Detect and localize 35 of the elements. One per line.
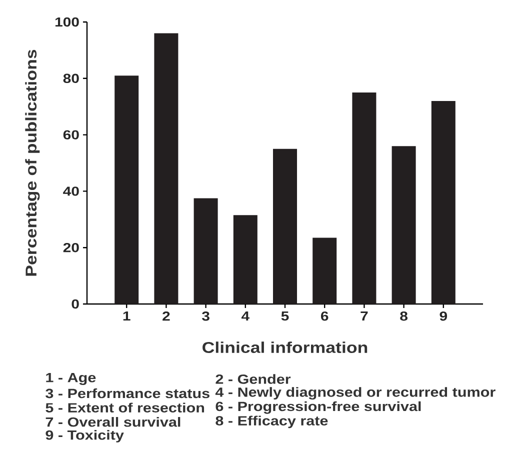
x-tick-label: 6 [320, 312, 328, 321]
bar [233, 215, 258, 304]
x-tick-label: 4 [241, 312, 250, 320]
text: 4 - Newly diagnosed or recurred tumor [215, 387, 496, 400]
x-tick-label: 7 [360, 312, 368, 320]
text: 6 - Progression-free survival [216, 401, 421, 414]
bar [312, 238, 337, 304]
x-tick-label: 1 [123, 312, 130, 320]
bar [194, 198, 218, 304]
x-axis-title: Clinical information [202, 342, 368, 353]
x-tick-label: 2 [162, 312, 170, 321]
text: 5 - Extent of resection [46, 402, 204, 412]
y-tick-label: 0 [72, 299, 79, 309]
bar [352, 92, 376, 304]
text: 3 - Performance status [46, 388, 210, 398]
bar [431, 100, 456, 304]
text: 2 - Gender [216, 374, 291, 384]
x-tick-label: 5 [281, 312, 289, 321]
text: 1 - Age [46, 373, 96, 385]
text: 8 - Efficacy rate [216, 416, 328, 428]
x-tick-label: 8 [400, 312, 408, 321]
bar [273, 148, 298, 304]
text: 7 - Overall survival [46, 417, 180, 427]
y-tick-label: 40 [63, 186, 79, 196]
text: 9 - Toxicity [46, 430, 124, 442]
y-tick-label: 60 [63, 130, 79, 140]
bar [392, 146, 416, 304]
y-tick-label: 80 [63, 74, 79, 84]
y-tick-label: 20 [63, 243, 79, 252]
y-tick-label: 100 [55, 17, 79, 27]
x-tick-label: 9 [440, 312, 448, 321]
bar [154, 33, 178, 304]
x-tick-label: 3 [202, 312, 210, 321]
y-axis-title: Percentage of publications [25, 50, 40, 276]
bar [114, 76, 139, 304]
